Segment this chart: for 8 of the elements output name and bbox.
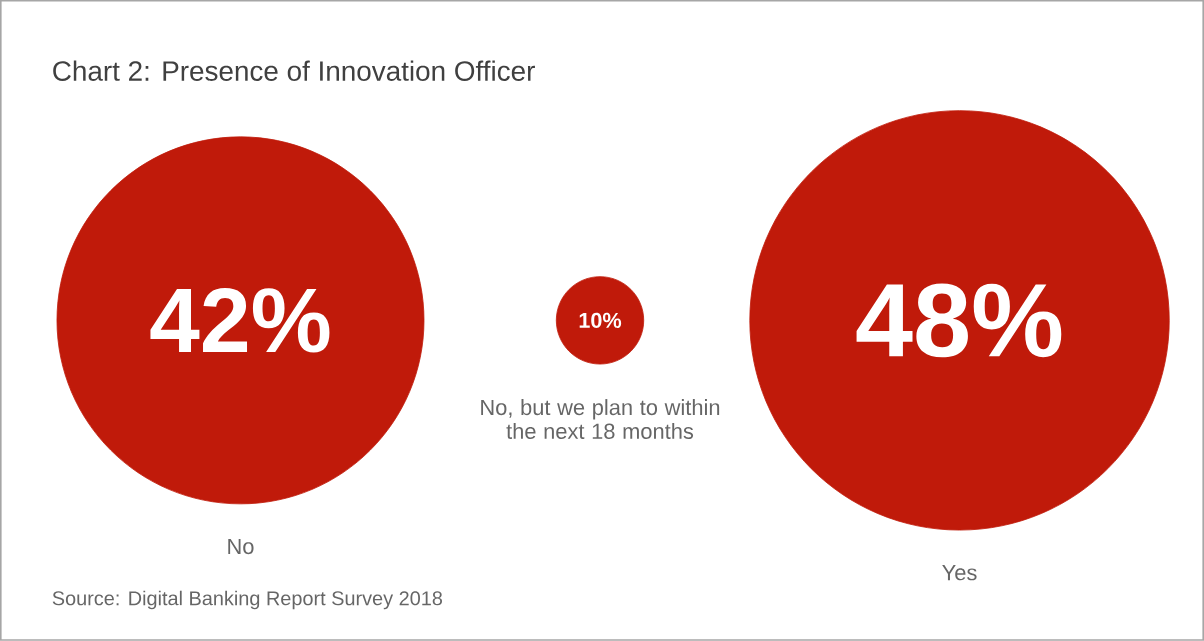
data-label: 10% bbox=[579, 312, 622, 329]
category-label: No bbox=[228, 539, 254, 555]
category-label: Yes bbox=[942, 565, 977, 581]
source-note: Source: Digital Banking Report Survey 2018 bbox=[52, 590, 443, 610]
text: Chart 2: Presence of Innovation Officer bbox=[53, 60, 535, 82]
data-label: 48% bbox=[856, 283, 1062, 358]
category-label: No, but we plan to within the next 18 months bbox=[481, 399, 720, 440]
data-label: 42% bbox=[150, 288, 330, 353]
